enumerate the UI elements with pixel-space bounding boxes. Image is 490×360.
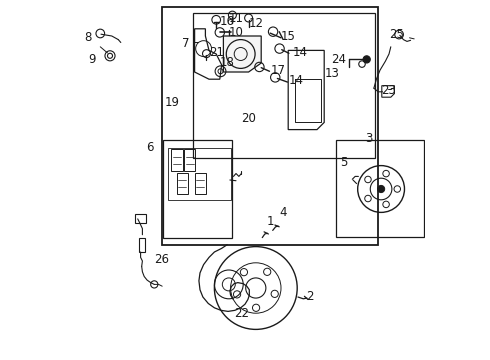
Text: 13: 13: [324, 67, 339, 80]
Text: 19: 19: [165, 96, 180, 109]
Bar: [162, 7, 378, 245]
Bar: [163, 140, 232, 238]
Text: 24: 24: [331, 53, 346, 66]
Text: 1: 1: [267, 215, 274, 228]
Text: 8: 8: [85, 31, 92, 44]
Text: 21: 21: [209, 46, 224, 59]
Bar: [193, 13, 374, 158]
Text: 3: 3: [366, 132, 373, 145]
Text: 9: 9: [88, 53, 96, 66]
Text: 25: 25: [389, 28, 404, 41]
Text: 4: 4: [279, 206, 287, 219]
Text: 16: 16: [220, 15, 235, 28]
Circle shape: [377, 185, 385, 193]
Text: 14: 14: [288, 75, 303, 87]
Text: 6: 6: [146, 141, 153, 154]
Text: 23: 23: [382, 84, 396, 96]
Text: 7: 7: [182, 37, 189, 50]
Bar: [336, 140, 424, 237]
Text: 15: 15: [280, 30, 295, 42]
Text: 17: 17: [271, 64, 286, 77]
Text: 22: 22: [234, 307, 249, 320]
Text: 2: 2: [306, 291, 314, 303]
Polygon shape: [223, 36, 261, 72]
Text: 20: 20: [241, 112, 256, 125]
Text: 11: 11: [229, 12, 244, 24]
Text: 12: 12: [248, 17, 264, 30]
Text: 5: 5: [340, 156, 347, 168]
Circle shape: [363, 56, 370, 63]
Text: 26: 26: [154, 253, 169, 266]
Text: 10: 10: [229, 26, 244, 39]
Text: 14: 14: [293, 46, 308, 59]
Text: 18: 18: [220, 57, 235, 69]
